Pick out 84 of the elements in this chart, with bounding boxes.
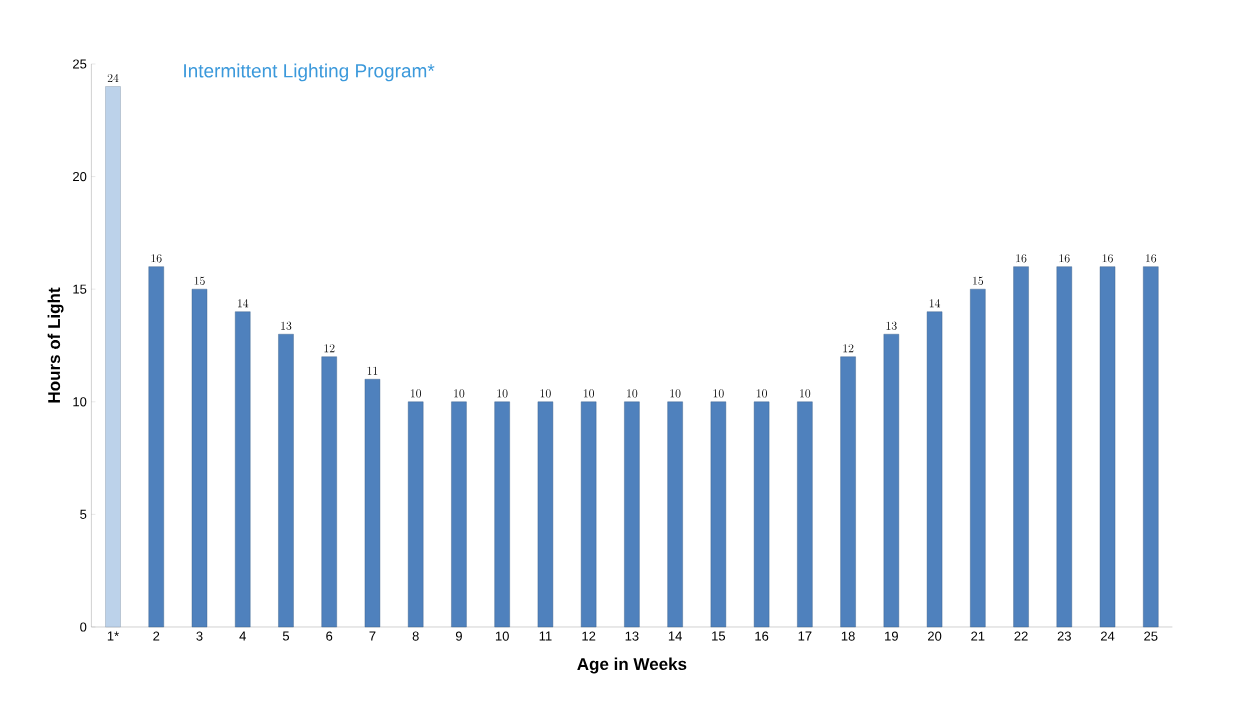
- bar: [321, 356, 337, 628]
- x-tick-label: 18: [841, 631, 855, 641]
- x-tick-label: 23: [1057, 631, 1071, 641]
- data-label: 12: [324, 344, 335, 353]
- x-tick-label: 10: [495, 631, 509, 641]
- y-tick-label: 10: [73, 397, 87, 407]
- bar: [970, 288, 986, 628]
- x-axis-title: Age in Weeks: [577, 657, 687, 674]
- x-tick-label: 1*: [107, 631, 119, 641]
- data-label: 10: [410, 389, 422, 398]
- bar: [1056, 266, 1072, 628]
- x-tick-label: 19: [885, 631, 898, 641]
- data-label: 16: [1146, 254, 1157, 263]
- x-tick-label: 16: [755, 631, 769, 641]
- data-label: 10: [713, 389, 724, 398]
- x-tick-label: 13: [625, 631, 639, 641]
- bar: [235, 311, 251, 628]
- x-tick-label: 15: [712, 631, 726, 641]
- data-label: 15: [973, 276, 984, 285]
- bar: [580, 401, 597, 628]
- data-label: 10: [583, 389, 594, 398]
- data-label: 14: [929, 299, 941, 308]
- y-tick-label: 0: [80, 622, 87, 632]
- y-tick-label: 5: [80, 509, 87, 519]
- bar: [407, 401, 424, 628]
- bar: [1099, 266, 1116, 628]
- y-tick-label: 25: [73, 59, 87, 69]
- data-label: 13: [886, 321, 897, 330]
- x-tick-label: 20: [928, 631, 942, 641]
- x-tick-label: 6: [326, 631, 333, 641]
- bar: [753, 401, 770, 628]
- data-label: 15: [194, 276, 205, 285]
- bar: [840, 356, 856, 628]
- data-label: 10: [497, 389, 508, 398]
- bar: [710, 401, 727, 628]
- x-tick-label: 21: [971, 631, 985, 641]
- data-label: 10: [800, 389, 811, 398]
- bar: [883, 334, 900, 628]
- bar: [364, 379, 381, 628]
- data-label: 10: [627, 389, 638, 398]
- bar: [451, 401, 467, 628]
- bar: [1143, 266, 1159, 628]
- data-label: 12: [843, 344, 854, 353]
- x-tick-label: 2: [153, 631, 160, 641]
- bar: [537, 401, 554, 628]
- x-tick-label: 17: [798, 631, 812, 641]
- chart-title: Intermittent Lighting Program*: [184, 63, 435, 82]
- data-label: 10: [670, 389, 681, 398]
- data-label: 10: [454, 389, 465, 398]
- x-tick-label: 7: [369, 631, 376, 641]
- bar: [148, 266, 164, 628]
- data-label: 16: [1059, 254, 1070, 263]
- x-tick-label: 14: [668, 631, 682, 641]
- x-tick-label: 22: [1014, 631, 1028, 641]
- x-tick-label: 3: [196, 631, 203, 641]
- bar: [667, 401, 683, 628]
- x-tick-label: 25: [1144, 631, 1158, 641]
- data-label: 11: [367, 366, 378, 375]
- bar: [624, 401, 640, 628]
- bar: [926, 311, 943, 628]
- y-axis-title: Hours of Light: [47, 287, 64, 403]
- x-tick-label: 5: [282, 631, 290, 641]
- data-label: 24: [107, 73, 119, 82]
- y-tick-label: 20: [73, 171, 87, 182]
- bar: [1013, 266, 1029, 628]
- y-tick-label: 15: [73, 284, 87, 294]
- x-tick-label: 4: [239, 631, 246, 641]
- bar: [494, 401, 510, 628]
- data-label: 10: [540, 389, 551, 398]
- data-label: 16: [1016, 254, 1027, 263]
- x-tick-label: 24: [1100, 631, 1115, 641]
- x-tick-label: 8: [412, 631, 419, 641]
- x-tick-label: 12: [582, 631, 596, 641]
- bar: [278, 334, 294, 628]
- x-tick-label: 11: [539, 631, 552, 641]
- bar: [105, 86, 121, 628]
- data-label: 16: [1102, 254, 1113, 263]
- data-label: 13: [281, 321, 292, 330]
- data-label: 16: [151, 254, 162, 263]
- data-label: 10: [756, 389, 767, 398]
- bar: [797, 401, 813, 628]
- bar: [191, 288, 208, 628]
- x-tick-label: 9: [455, 631, 462, 641]
- data-label: 14: [237, 299, 249, 308]
